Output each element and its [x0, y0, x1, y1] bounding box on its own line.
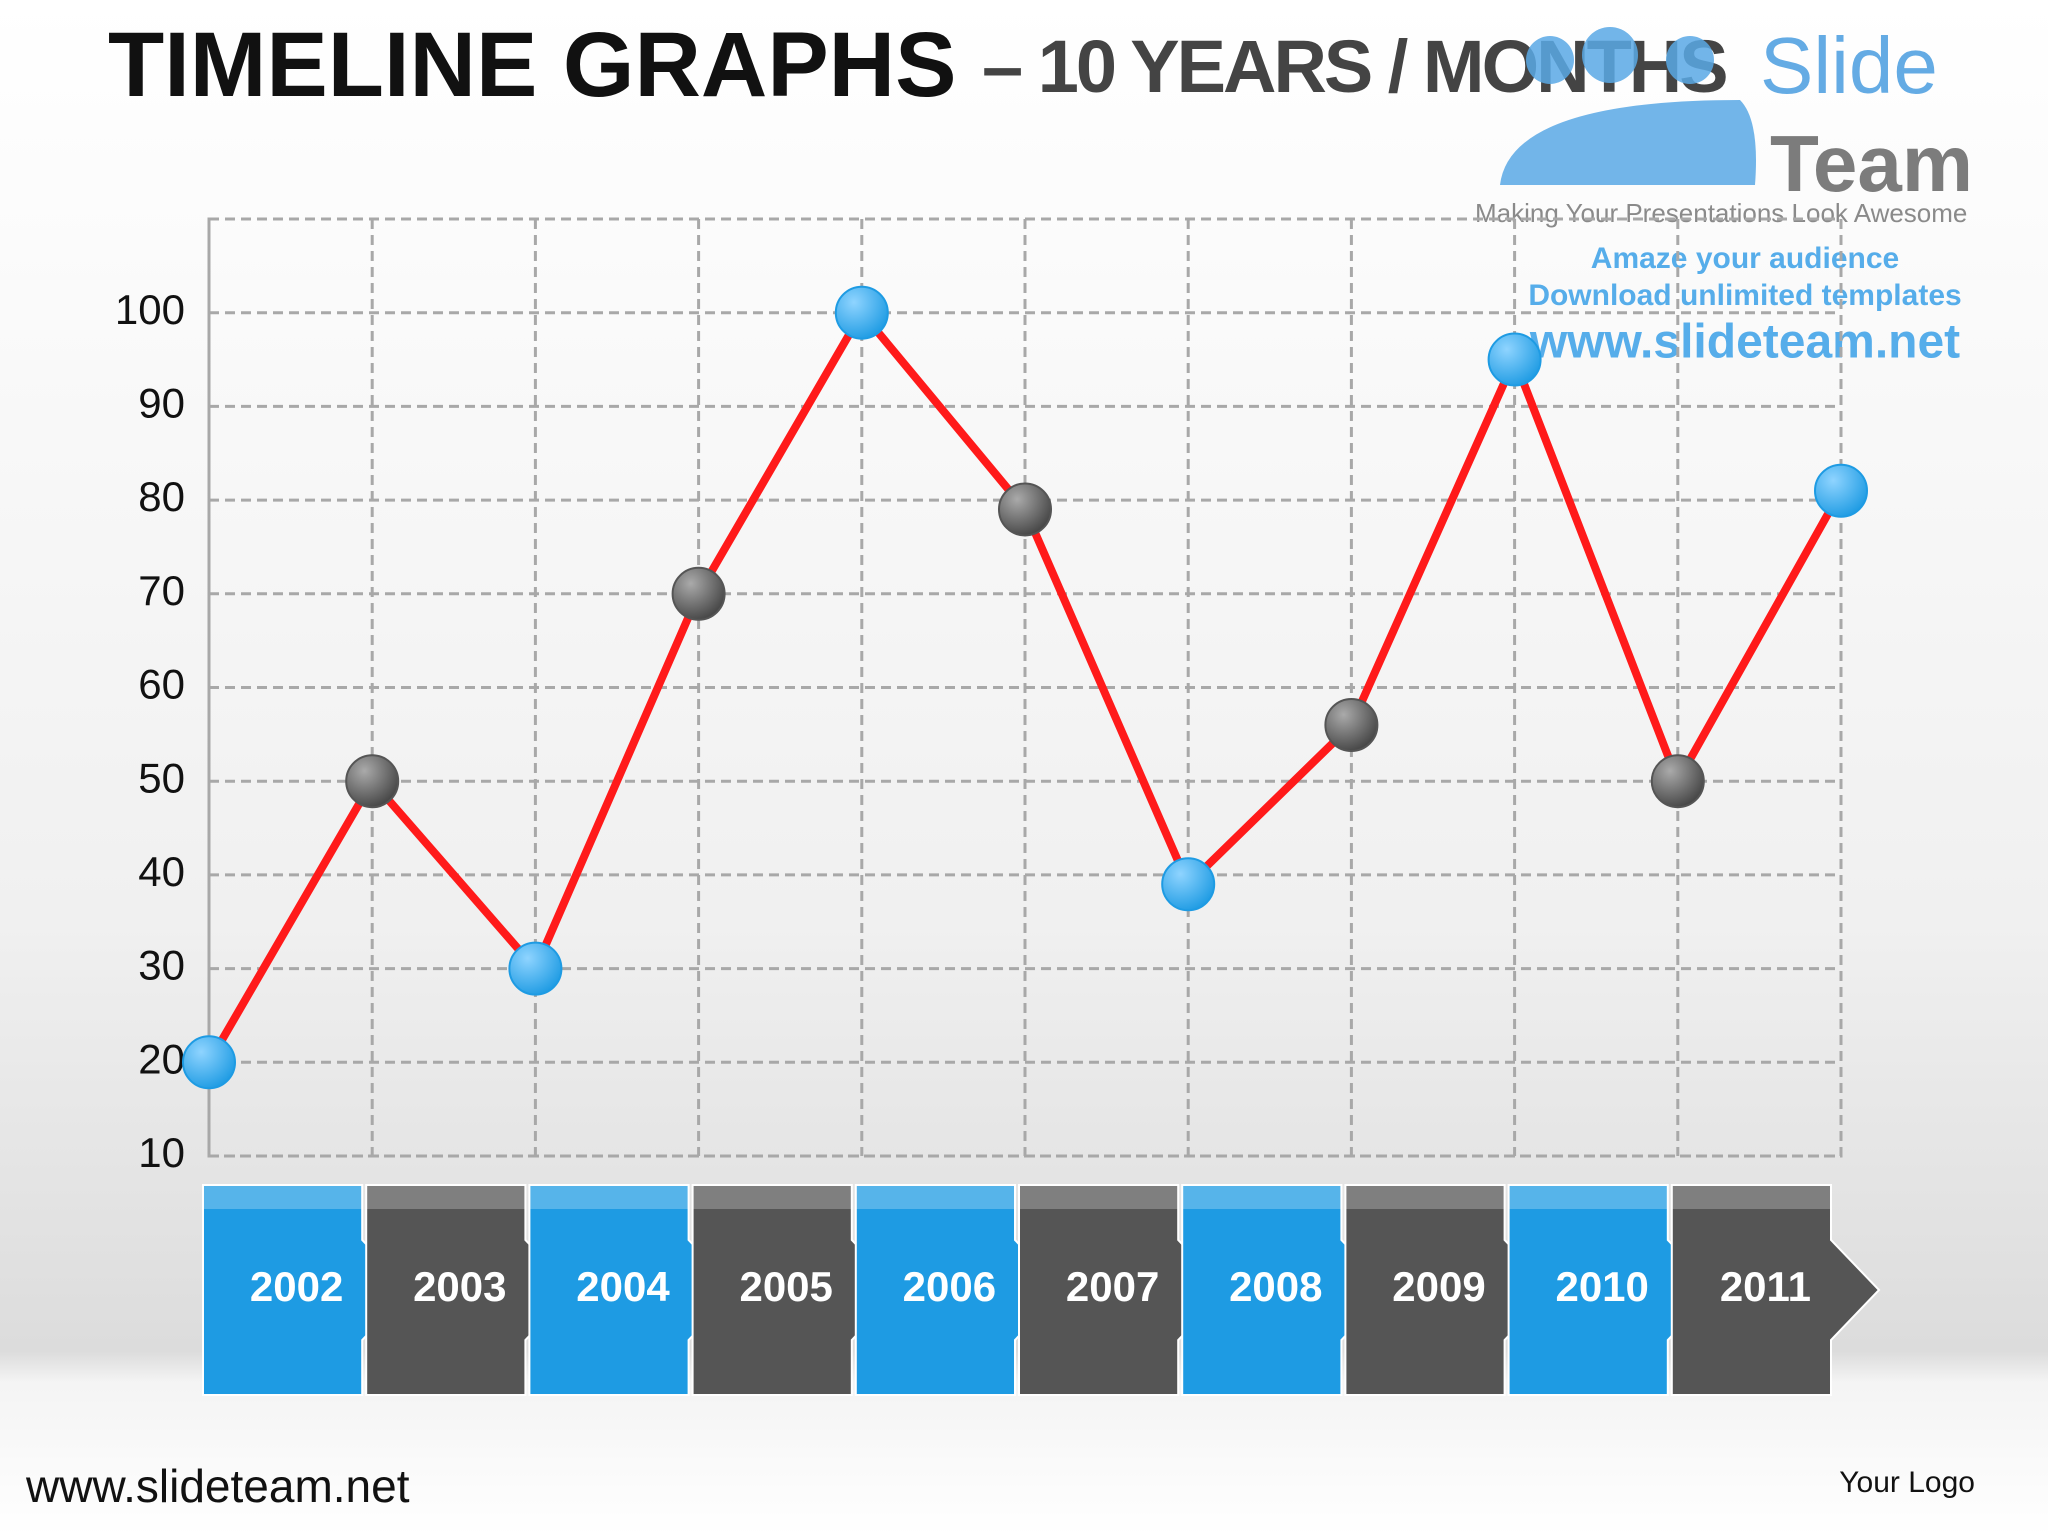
timeline-box	[1670, 1184, 1881, 1396]
y-tick-label: 30	[138, 942, 185, 989]
y-tick-label: 60	[138, 661, 185, 708]
y-tick-label: 40	[138, 848, 185, 895]
y-tick-label: 70	[138, 567, 185, 614]
y-tick-label: 50	[138, 754, 185, 801]
data-point	[1650, 754, 1705, 809]
y-tick-label: 100	[115, 286, 185, 333]
promo: Amaze your audience	[1591, 242, 1899, 275]
watermark: Slide Team Making Your Presentations Loo…	[1475, 21, 1973, 369]
logo-icon	[1500, 100, 1756, 185]
timeline-box-shine	[1345, 1185, 1505, 1209]
x-tick-label: 2006	[903, 1263, 996, 1310]
data-point	[671, 566, 726, 621]
footer-logo: Your Logo	[1839, 1466, 1975, 1499]
data-point	[1161, 857, 1216, 912]
timeline-box-shine	[692, 1185, 852, 1209]
logo-icon	[1526, 36, 1574, 84]
logo-icon	[1582, 27, 1638, 83]
brand: Team	[1770, 119, 1973, 208]
x-tick-label: 2007	[1066, 1263, 1159, 1310]
y-tick-label: 90	[138, 379, 185, 426]
tagline: Making Your Presentations Look Awesome	[1475, 198, 1967, 228]
timeline-box-shine	[1508, 1185, 1668, 1209]
data-point	[182, 1035, 236, 1090]
x-tick-label: 2005	[739, 1263, 832, 1310]
promo-url: www.slideteam.net	[1529, 316, 1960, 369]
x-tick-label: 2010	[1555, 1263, 1648, 1310]
data-point	[998, 482, 1052, 537]
timeline-box-shine	[366, 1185, 526, 1209]
x-tick-label: 2004	[576, 1263, 670, 1310]
data-point	[834, 285, 889, 340]
y-tick-label: 10	[138, 1129, 185, 1176]
timeline-box-shine	[855, 1185, 1015, 1209]
data-point	[1487, 332, 1542, 387]
timeline-box-shine	[203, 1185, 363, 1209]
brand: Slide	[1760, 21, 1938, 110]
data-point	[1814, 463, 1868, 518]
x-tick-label: 2009	[1392, 1263, 1485, 1310]
x-tick-label: 2002	[250, 1263, 343, 1310]
timeline-box-shine	[1182, 1185, 1342, 1209]
promo: Download unlimited templates	[1528, 279, 1961, 312]
chart-title: TIMELINE GRAPHS – 10 YEARS / MONTHS	[108, 14, 1726, 116]
data-point	[1324, 697, 1379, 752]
x-tick-label: 2003	[413, 1263, 506, 1310]
y-tick-label: 80	[138, 473, 185, 520]
footer-url: www.slideteam.net	[25, 1460, 410, 1512]
data-point	[345, 754, 400, 809]
timeline-box-shine	[1671, 1185, 1831, 1209]
timeline-box-shine	[529, 1185, 689, 1209]
logo-icon	[1666, 36, 1714, 84]
timeline-box-shine	[1019, 1185, 1179, 1209]
data-point	[508, 941, 563, 996]
y-tick-label: 20	[138, 1035, 185, 1082]
x-tick-label: 2008	[1229, 1263, 1322, 1310]
x-tick-label: 2011	[1720, 1263, 1811, 1310]
title: TIMELINE GRAPHS	[108, 14, 956, 116]
